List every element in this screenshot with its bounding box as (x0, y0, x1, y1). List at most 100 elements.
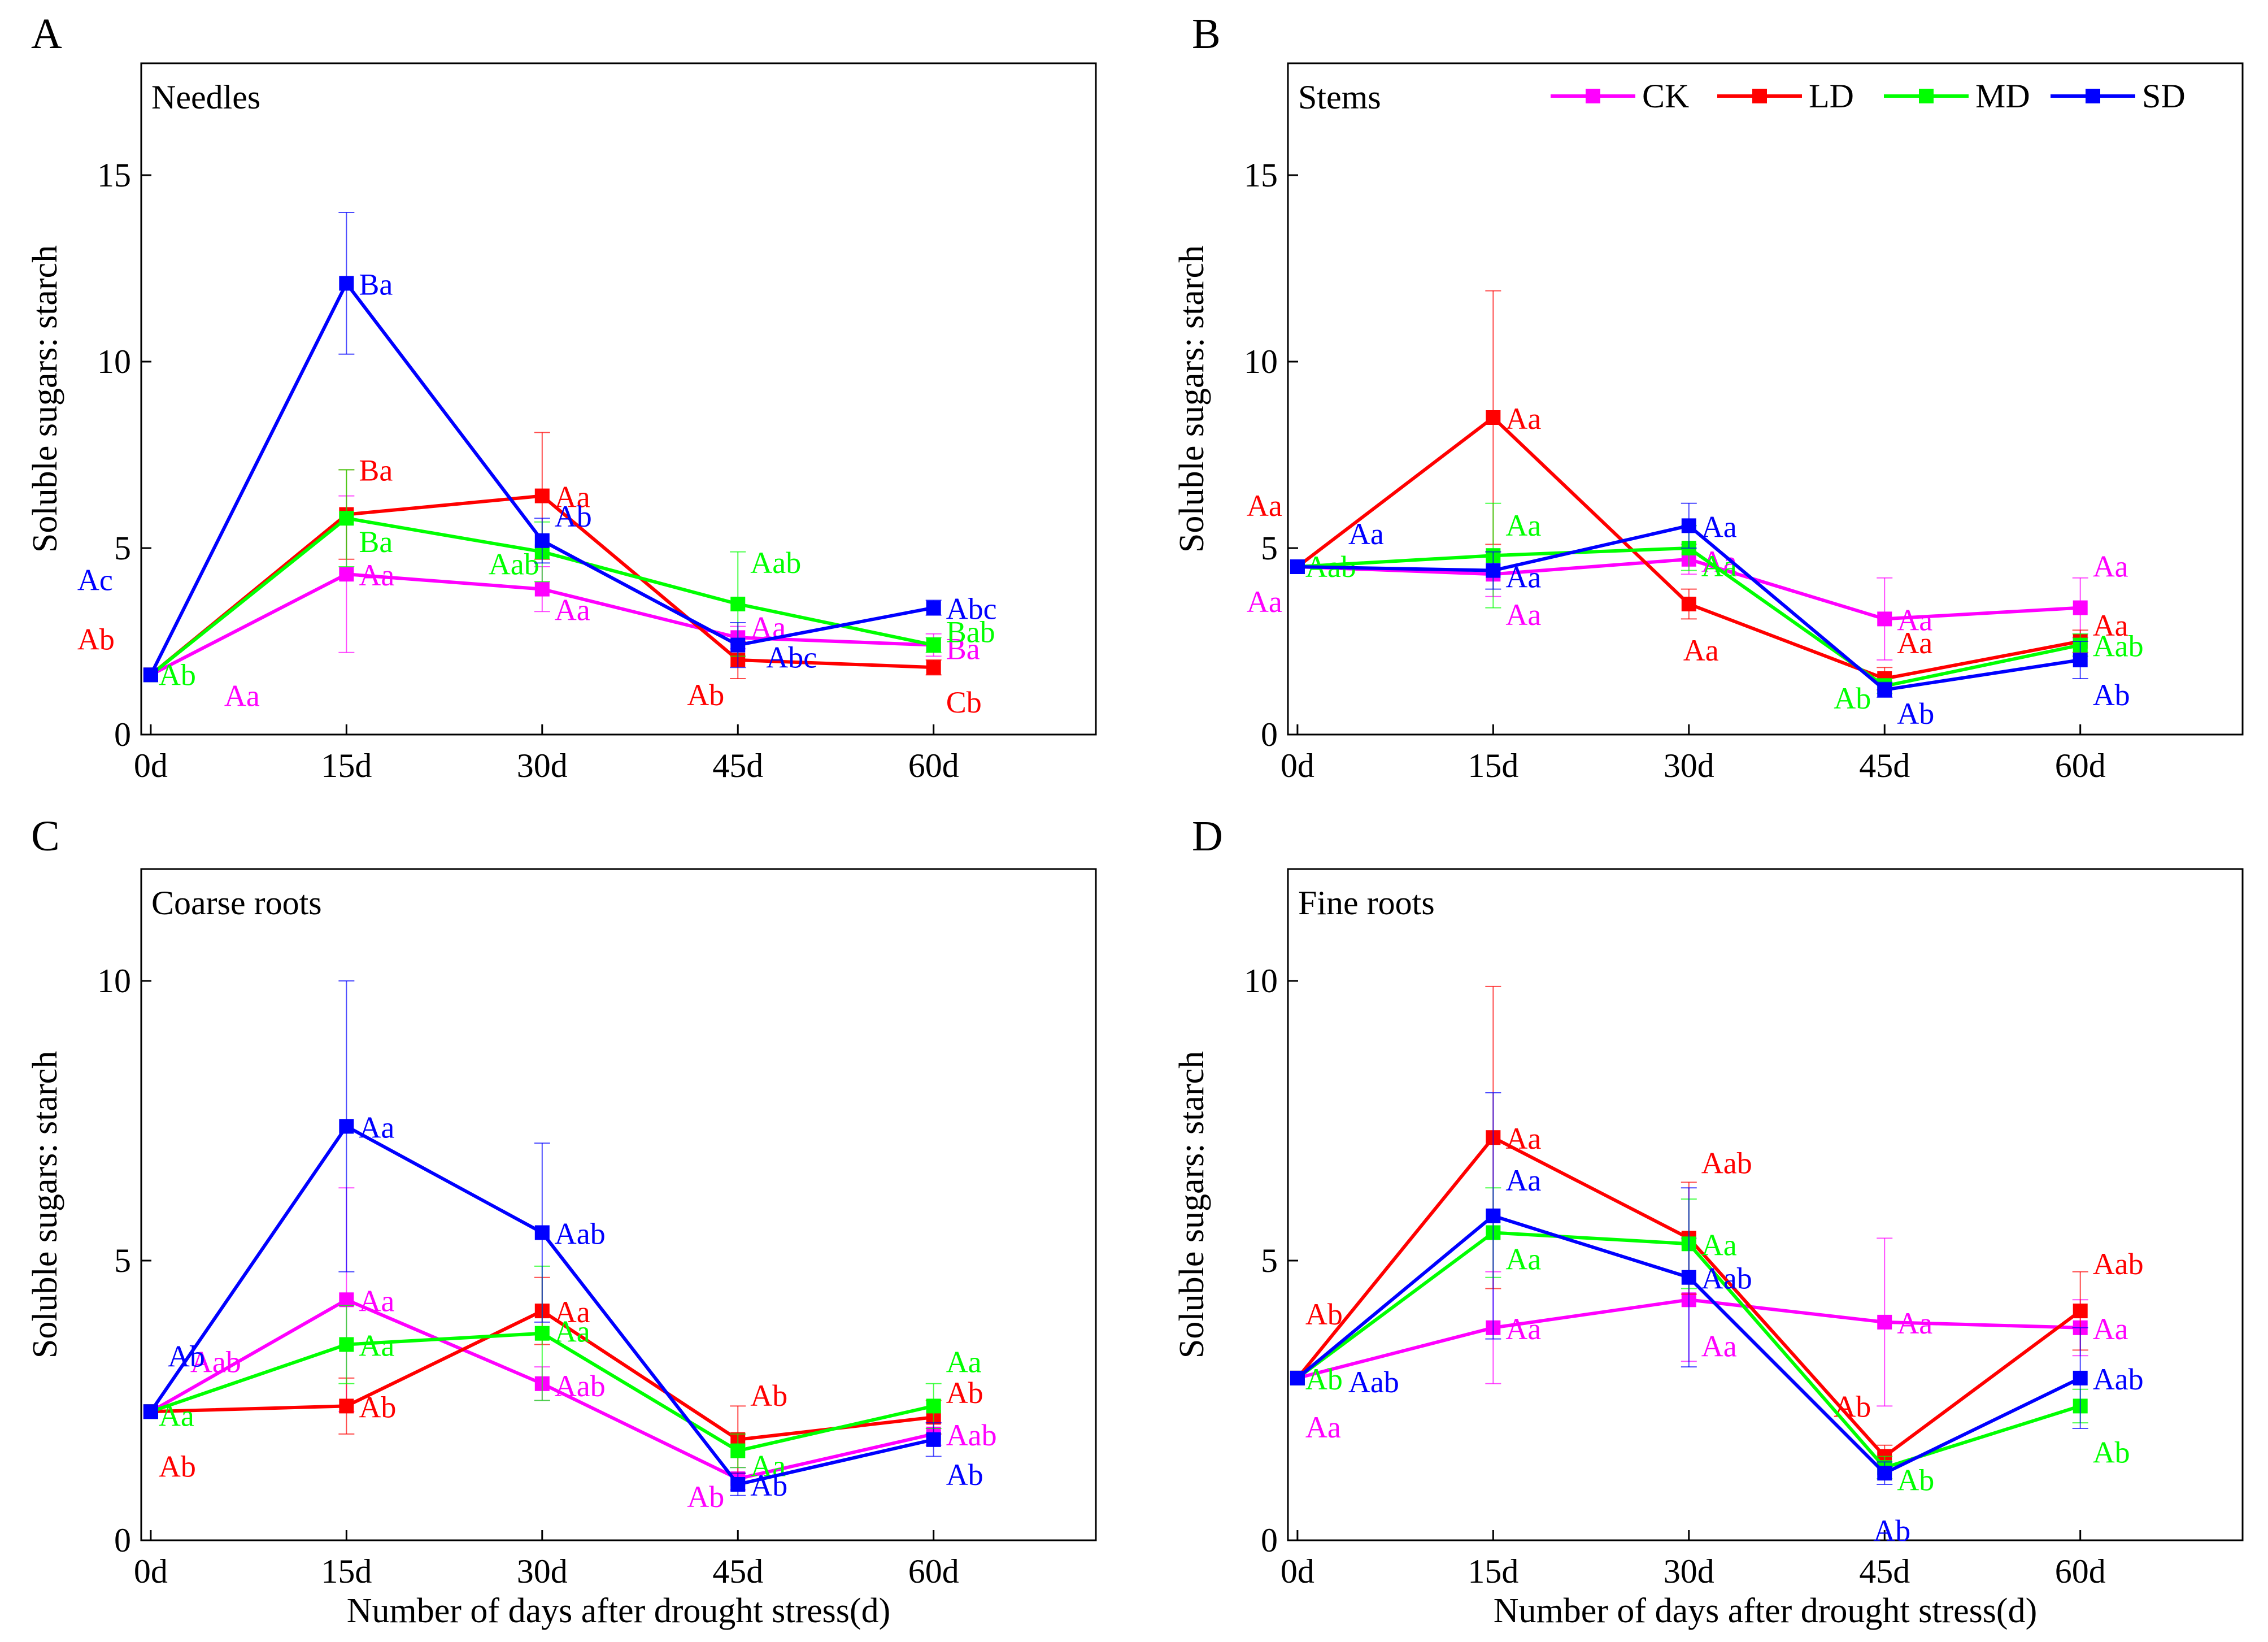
significance-label: Aa (1897, 1306, 1932, 1340)
significance-label: Aa (359, 1284, 394, 1318)
x-tick-label: 15d (321, 1553, 372, 1590)
data-point (534, 533, 550, 548)
significance-label: Ab (946, 1458, 983, 1492)
panel-title: Needles (151, 79, 260, 116)
significance-label: Aa (1505, 1163, 1541, 1197)
legend-marker (1752, 89, 1767, 103)
significance-label: Ba (359, 454, 393, 488)
significance-label: Ab (750, 1379, 787, 1413)
y-tick-label: 10 (1244, 343, 1278, 380)
data-point (534, 1326, 550, 1341)
y-tick-label: 5 (114, 1242, 131, 1279)
significance-label: Ab (77, 622, 115, 656)
significance-label: Aa (1897, 603, 1932, 637)
significance-label: Ab (1834, 681, 1871, 715)
data-point (1681, 1270, 1696, 1285)
x-tick-label: 60d (908, 1553, 959, 1590)
data-point (534, 581, 550, 597)
data-point (339, 1119, 354, 1134)
significance-label: Ab (687, 1480, 724, 1514)
data-point (339, 276, 354, 291)
plot-frame (1287, 62, 2244, 736)
series-ld: Ab Ba Aa Ab Cb (77, 432, 982, 719)
significance-label: Ab (359, 1390, 396, 1424)
data-point (2073, 1304, 2088, 1319)
y-axis-title: Soluble sugars: starch (26, 245, 64, 553)
x-tick-label: 60d (908, 747, 959, 784)
significance-label: Ab (555, 499, 592, 533)
significance-label: Aa (1505, 1243, 1541, 1276)
panel-letter: C (31, 813, 60, 860)
x-tick-label: 30d (1664, 747, 1714, 784)
significance-label: Abc (946, 592, 997, 626)
significance-label: Cb (946, 685, 982, 719)
significance-label: Ba (359, 267, 393, 301)
x-axis-title: Number of days after drought stress(d) (1494, 1592, 2037, 1630)
panel-letter: A (31, 10, 62, 58)
chart-panel-c: C Coarse roots 0 5 10 0d 15d 30d 45d 60d Soluble s… (26, 813, 1097, 1630)
data-point (926, 1398, 941, 1414)
significance-label: Ab (1834, 1390, 1871, 1424)
y-tick-label: 10 (97, 343, 131, 380)
y-axis-title: Soluble sugars: starch (26, 1051, 64, 1358)
data-point (1877, 682, 1892, 697)
significance-label: Aa (1683, 633, 1719, 667)
chart-panel-a: A Needles 0 5 10 15 0d 15d 30d 45d 60d Soluble suga… (26, 10, 1097, 784)
significance-label: Aab (750, 546, 801, 580)
significance-label: Ab (946, 1376, 983, 1410)
significance-label: Aa (1505, 1122, 1541, 1156)
legend-marker (1919, 89, 1934, 103)
x-tick-label: 45d (712, 747, 763, 784)
data-point (926, 660, 941, 675)
data-point (339, 511, 354, 526)
significance-label: Aa (2093, 609, 2128, 642)
significance-label: Ab (750, 1469, 787, 1502)
data-point (730, 1443, 746, 1458)
significance-label: Aa (1897, 626, 1932, 660)
data-point (143, 667, 158, 683)
data-point (2073, 1370, 2088, 1385)
chart-panel-b: B Stems 0 5 10 15 0d 15d 30d 45d 60d Soluble sugars… (1173, 10, 2244, 784)
x-tick-label: 0d (134, 747, 168, 784)
significance-label: Ab (687, 678, 724, 712)
y-tick-label: 0 (114, 716, 131, 753)
significance-label: Aa (555, 1315, 590, 1349)
significance-label: Aa (2093, 1312, 2128, 1346)
plot-frame (1287, 868, 2244, 1541)
significance-label: Aab (1348, 1365, 1399, 1399)
data-point (926, 637, 941, 653)
data-point (730, 1477, 746, 1492)
plot-frame (140, 868, 1097, 1541)
x-tick-label: 15d (1468, 747, 1518, 784)
significance-label: Bab (946, 615, 995, 649)
data-point (1877, 611, 1892, 627)
legend-label: LD (1809, 77, 1854, 115)
significance-label: Aab (1701, 1262, 1752, 1296)
significance-label: Ab (2093, 1435, 2130, 1469)
significance-label: Aa (359, 558, 394, 592)
significance-label: Ab (1873, 1514, 1910, 1548)
y-tick-label: 0 (1261, 1522, 1278, 1559)
x-tick-label: 15d (321, 747, 372, 784)
y-axis-title: Soluble sugars: starch (1173, 1051, 1211, 1358)
significance-label: Ac (77, 563, 113, 597)
y-tick-label: 5 (1261, 1242, 1278, 1279)
legend: CK LD MD SD (1551, 77, 2186, 115)
series-sd: Ac Ba Ab Abc Abc (77, 212, 997, 683)
data-point (2073, 600, 2088, 615)
data-point (1877, 1466, 1892, 1481)
significance-label: Aa (359, 1110, 394, 1144)
plot-frame (140, 62, 1097, 736)
y-tick-label: 0 (114, 1522, 131, 1559)
data-point (2073, 653, 2088, 667)
data-point (534, 1225, 550, 1240)
significance-label: Ab (159, 1449, 196, 1483)
significance-label: Aab (946, 1418, 997, 1452)
significance-label: Aa (1247, 489, 1282, 523)
data-point (1290, 559, 1305, 574)
